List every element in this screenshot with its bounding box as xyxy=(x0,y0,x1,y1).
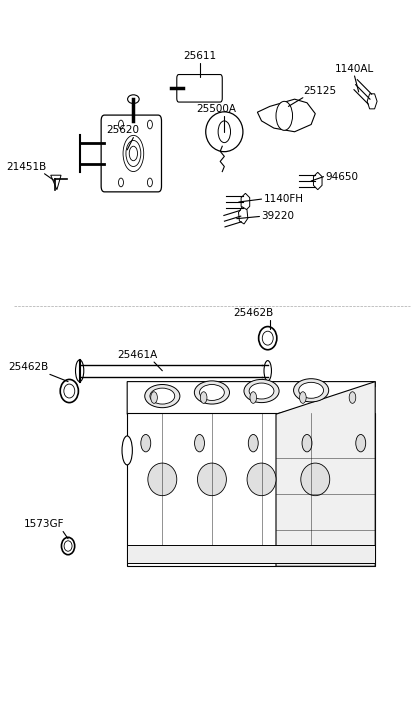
Text: 25620: 25620 xyxy=(107,125,139,135)
Circle shape xyxy=(123,135,144,172)
FancyBboxPatch shape xyxy=(177,75,222,102)
Ellipse shape xyxy=(64,384,75,398)
Ellipse shape xyxy=(145,385,180,408)
Circle shape xyxy=(126,140,141,166)
Ellipse shape xyxy=(249,383,274,399)
Ellipse shape xyxy=(299,382,323,398)
Circle shape xyxy=(151,392,158,403)
Text: 39220: 39220 xyxy=(262,212,294,222)
Ellipse shape xyxy=(259,326,277,350)
Ellipse shape xyxy=(150,388,175,404)
Ellipse shape xyxy=(301,463,330,496)
Circle shape xyxy=(129,146,137,161)
Ellipse shape xyxy=(148,463,177,496)
Text: 94650: 94650 xyxy=(326,172,359,182)
Ellipse shape xyxy=(197,463,226,496)
Ellipse shape xyxy=(122,436,132,465)
Circle shape xyxy=(200,392,207,403)
Circle shape xyxy=(356,435,366,452)
Polygon shape xyxy=(51,175,61,190)
Text: 25462B: 25462B xyxy=(8,362,48,372)
Ellipse shape xyxy=(294,379,329,402)
Text: 25125: 25125 xyxy=(303,86,336,95)
Ellipse shape xyxy=(61,537,75,555)
Ellipse shape xyxy=(206,112,243,152)
Ellipse shape xyxy=(76,360,84,382)
Ellipse shape xyxy=(64,541,72,551)
Circle shape xyxy=(299,392,306,403)
Text: 1573GF: 1573GF xyxy=(24,518,65,529)
Circle shape xyxy=(218,121,231,142)
Text: 1140AL: 1140AL xyxy=(335,64,374,74)
Text: 25462B: 25462B xyxy=(233,308,273,318)
Circle shape xyxy=(250,392,257,403)
Circle shape xyxy=(141,435,151,452)
Polygon shape xyxy=(257,99,315,132)
Polygon shape xyxy=(127,382,375,414)
Text: 25500A: 25500A xyxy=(196,104,236,113)
Circle shape xyxy=(349,392,356,403)
Circle shape xyxy=(194,435,205,452)
Polygon shape xyxy=(276,382,375,566)
Ellipse shape xyxy=(244,379,279,403)
Ellipse shape xyxy=(60,379,79,403)
Circle shape xyxy=(248,435,258,452)
Ellipse shape xyxy=(128,95,139,103)
Polygon shape xyxy=(127,545,375,563)
Circle shape xyxy=(276,101,293,130)
Circle shape xyxy=(147,178,152,187)
Ellipse shape xyxy=(262,332,273,345)
Text: 21451B: 21451B xyxy=(6,161,46,172)
FancyBboxPatch shape xyxy=(101,115,162,192)
Text: 25461A: 25461A xyxy=(118,350,158,360)
Text: 1140FH: 1140FH xyxy=(264,194,304,204)
Circle shape xyxy=(118,120,123,129)
Circle shape xyxy=(147,120,152,129)
Ellipse shape xyxy=(247,463,276,496)
Ellipse shape xyxy=(194,381,229,404)
Polygon shape xyxy=(127,413,375,566)
Circle shape xyxy=(302,435,312,452)
Text: 25611: 25611 xyxy=(183,51,216,61)
Ellipse shape xyxy=(264,361,271,381)
Circle shape xyxy=(118,178,123,187)
Ellipse shape xyxy=(200,385,224,401)
